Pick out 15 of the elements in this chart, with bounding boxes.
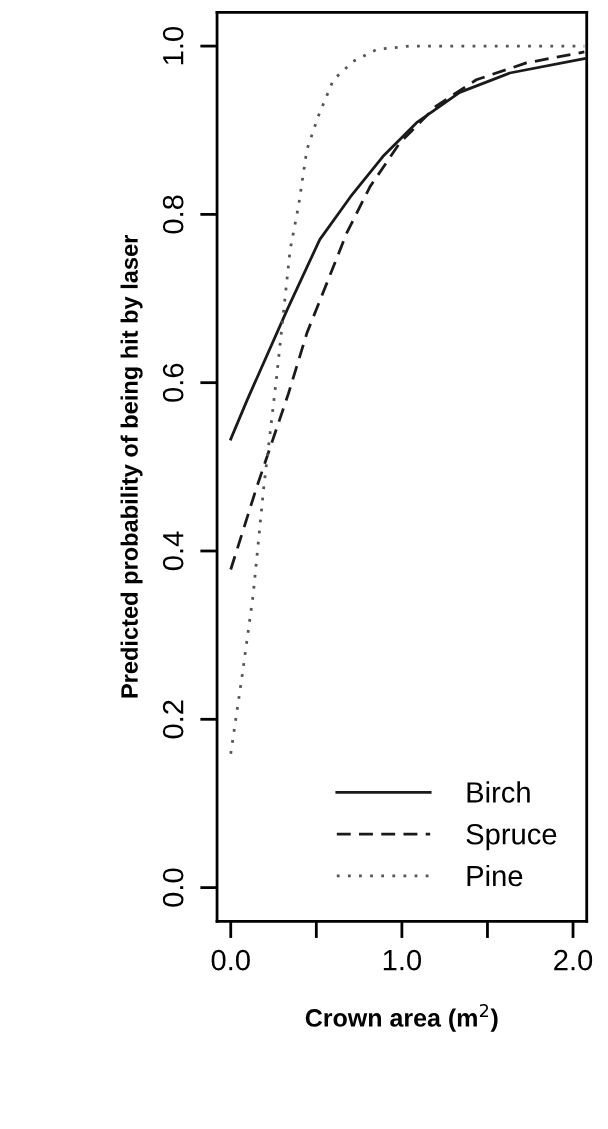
y-tick-label: 0.0 <box>162 868 184 907</box>
x-tick-label: 2.0 <box>554 949 593 971</box>
y-tick-label: 0.4 <box>162 531 184 571</box>
x-tick-label: 0.0 <box>211 949 250 971</box>
x-tick-label: 1.0 <box>383 949 422 971</box>
legend-label: Pine <box>467 864 523 887</box>
legend-label: Birch <box>467 781 530 803</box>
line-series <box>229 50 586 571</box>
y-tick-label: 1.0 <box>162 26 184 65</box>
x-axis-title: Crown area (m$^{2}$) <box>305 1004 498 1032</box>
legend-label: Spruce <box>466 823 557 851</box>
y-tick-label: 0.2 <box>162 700 184 739</box>
y-tick-label: 0.6 <box>162 363 184 402</box>
y-axis-title: Predicted probability of being hit by laser <box>120 234 143 698</box>
y-tick-label: 0.8 <box>162 195 184 234</box>
